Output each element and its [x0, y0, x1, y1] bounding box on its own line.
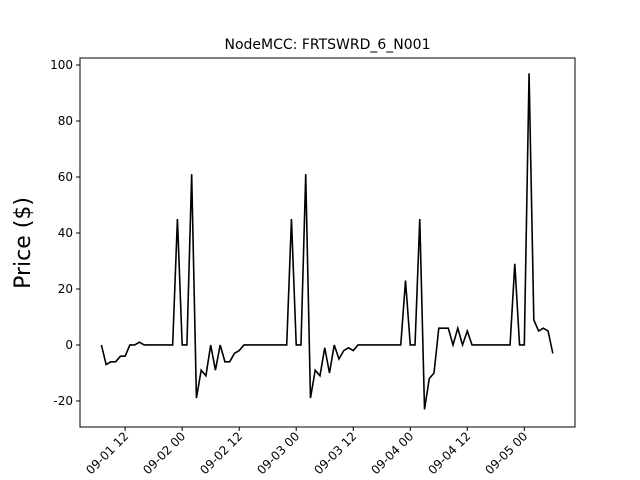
x-tick-label: 09-03 12	[311, 429, 359, 477]
x-tick-label: 09-02 00	[140, 429, 188, 477]
y-tick-label: 0	[65, 338, 73, 352]
price-line	[100, 73, 554, 410]
y-tick-label: 100	[50, 58, 73, 72]
y-tick-label: 40	[58, 226, 73, 240]
y-tick-label: 60	[58, 170, 73, 184]
chart-title: NodeMCC: FRTSWRD_6_N001	[225, 37, 431, 53]
y-tick-label: -20	[53, 394, 73, 408]
x-tick-label: 09-02 12	[197, 429, 245, 477]
x-tick-label: 09-04 12	[425, 429, 473, 477]
x-tick-label: 09-01 12	[83, 429, 131, 477]
x-tick-label: 09-05 00	[482, 429, 530, 477]
y-tick-label: 20	[58, 282, 73, 296]
y-axis-label: Price ($)	[11, 197, 36, 289]
y-tick-label: 80	[58, 114, 73, 128]
x-tick-label: 09-04 00	[368, 429, 416, 477]
plot-frame	[79, 57, 576, 428]
x-tick-label: 09-03 00	[254, 429, 302, 477]
